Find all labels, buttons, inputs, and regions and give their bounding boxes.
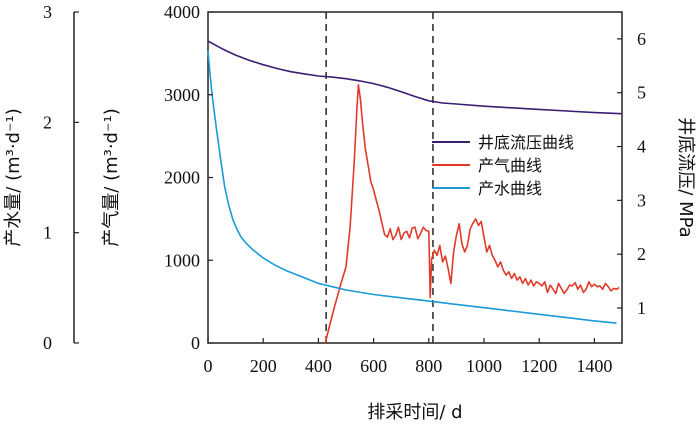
gas-axis-title: 产气量/ (m³·d⁻¹) [101,108,122,246]
water-tick-label: 2 [43,112,52,132]
legend-label-2: 产气曲线 [478,156,542,175]
reference-lines [325,12,434,343]
pressure-tick-label: 4 [637,137,646,157]
water-axis-title: 产水量/ (m³·d⁻¹) [3,108,24,246]
x-tick-label: 1000 [466,356,502,376]
plot-area-border [207,11,623,344]
legend-label-3: 产水曲线 [478,179,542,198]
water-tick-label: 0 [43,333,52,353]
gas-tick-label: 1000 [164,250,200,270]
x-tick-label: 1400 [576,356,612,376]
gas-tick-label: 2000 [164,168,200,188]
pressure-tick-label: 3 [637,190,646,210]
gas-tick-label: 0 [191,333,200,353]
pressure-tick-label: 2 [637,244,646,264]
series-line-3 [207,50,617,324]
pressure-axis-title: 井底流压/ MPa [675,117,696,237]
water-tick-label: 3 [43,2,52,22]
pressure-tick-label: 5 [637,83,646,103]
x-tick-label: 0 [204,356,213,376]
legend-label-1: 井底流压曲线 [478,133,574,152]
pressure-tick-label: 6 [637,29,646,49]
x-axis-title: 排采时间/ d [367,402,462,423]
axes-layer: 0 200 400 600 800 1000 1200 1400 排采时间/ d 0 1000 200… [3,2,696,423]
plot-frame [207,11,623,344]
series-line-2 [324,84,620,344]
gas-tick-label: 3000 [164,85,200,105]
x-tick-label: 600 [360,356,387,376]
x-tick-label: 200 [250,356,277,376]
series-line-1 [207,40,623,115]
x-tick-label: 1200 [521,356,557,376]
series-layer [207,40,623,344]
pressure-tick-label: 1 [637,298,646,318]
water-tick-label: 1 [43,223,52,243]
x-tick-label: 800 [415,356,442,376]
gas-tick-label: 4000 [164,2,200,22]
x-tick-label: 400 [305,356,332,376]
